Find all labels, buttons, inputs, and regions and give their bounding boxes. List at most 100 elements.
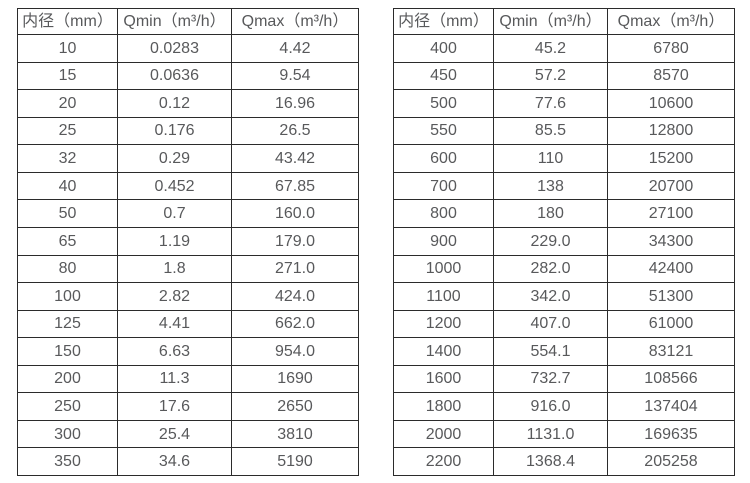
table-row: 1400 554.1 83121 — [393, 337, 735, 366]
table-cell: 1690 — [231, 364, 359, 394]
table-cell: 600 — [393, 144, 494, 173]
table-body: 400 45.2 6780 450 57.2 8570 500 77.6 10600 550 85.… — [393, 34, 735, 476]
header-qmin: Qmin（m³/h） — [493, 8, 608, 35]
header-inner-diameter: 内径（mm） — [393, 8, 494, 35]
table-row: 1800 916.0 137404 — [393, 392, 735, 421]
table-cell: 25.4 — [117, 419, 232, 449]
table-cell: 1131.0 — [493, 419, 608, 449]
table-row: 1000 282.0 42400 — [393, 254, 735, 284]
table-cell: 0.0636 — [117, 61, 232, 91]
table-cell: 282.0 — [493, 254, 608, 284]
table-row: 10 0.0283 4.42 — [17, 34, 359, 63]
table-cell: 0.0283 — [117, 34, 232, 63]
table-cell: 0.7 — [117, 199, 232, 228]
table-row: 900 229.0 34300 — [393, 226, 735, 256]
table-row: 400 45.2 6780 — [393, 34, 735, 63]
table-cell: 1.19 — [117, 226, 232, 256]
table-cell: 40 — [17, 171, 118, 201]
table-cell: 400 — [393, 34, 494, 63]
table-cell: 300 — [17, 419, 118, 449]
table-cell: 80 — [17, 254, 118, 284]
table-cell: 85.5 — [493, 116, 608, 146]
table-cell: 4.42 — [231, 34, 359, 63]
table-cell: 1.8 — [117, 254, 232, 284]
table-row: 500 77.6 10600 — [393, 89, 735, 118]
table-cell: 5190 — [231, 447, 359, 476]
table-cell: 500 — [393, 89, 494, 118]
table-cell: 16.96 — [231, 89, 359, 118]
table-cell: 1400 — [393, 337, 494, 366]
table-cell: 1100 — [393, 282, 494, 311]
table-cell: 1200 — [393, 309, 494, 339]
table-cell: 15200 — [607, 144, 735, 173]
table-cell: 26.5 — [231, 116, 359, 146]
table-cell: 20700 — [607, 171, 735, 201]
table-cell: 700 — [393, 171, 494, 201]
table-cell: 169635 — [607, 419, 735, 449]
table-cell: 11.3 — [117, 364, 232, 394]
table-cell: 45.2 — [493, 34, 608, 63]
table-cell: 1600 — [393, 364, 494, 394]
table-row: 2000 1131.0 169635 — [393, 419, 735, 449]
table-row: 40 0.452 67.85 — [17, 171, 359, 201]
table-row: 100 2.82 424.0 — [17, 282, 359, 311]
table-cell: 83121 — [607, 337, 735, 366]
table-cell: 57.2 — [493, 61, 608, 91]
table-row: 65 1.19 179.0 — [17, 226, 359, 256]
table-cell: 424.0 — [231, 282, 359, 311]
table-row: 2200 1368.4 205258 — [393, 447, 735, 476]
table-cell: 43.42 — [231, 144, 359, 173]
table-cell: 900 — [393, 226, 494, 256]
table-cell: 100 — [17, 282, 118, 311]
table-row: 1100 342.0 51300 — [393, 282, 735, 311]
table-cell: 27100 — [607, 199, 735, 228]
table-cell: 34.6 — [117, 447, 232, 476]
table-cell: 407.0 — [493, 309, 608, 339]
table-cell: 1000 — [393, 254, 494, 284]
table-cell: 125 — [17, 309, 118, 339]
table-cell: 17.6 — [117, 392, 232, 421]
table-row: 450 57.2 8570 — [393, 61, 735, 91]
table-body: 10 0.0283 4.42 15 0.0636 9.54 20 0.12 16.96 25 0.1… — [17, 34, 359, 476]
table-cell: 110 — [493, 144, 608, 173]
table-cell: 32 — [17, 144, 118, 173]
flow-table-large-diameters: 内径（mm） Qmin（m³/h） Qmax（m³/h） 400 45.2 6780… — [393, 8, 735, 476]
table-cell: 180 — [493, 199, 608, 228]
table-cell: 51300 — [607, 282, 735, 311]
table-cell: 954.0 — [231, 337, 359, 366]
table-row: 80 1.8 271.0 — [17, 254, 359, 284]
table-cell: 138 — [493, 171, 608, 201]
header-row: 内径（mm） Qmin（m³/h） Qmax（m³/h） — [17, 8, 359, 35]
table-row: 250 17.6 2650 — [17, 392, 359, 421]
table-row: 600 110 15200 — [393, 144, 735, 173]
table-cell: 229.0 — [493, 226, 608, 256]
table-cell: 10600 — [607, 89, 735, 118]
table-cell: 350 — [17, 447, 118, 476]
table-cell: 0.29 — [117, 144, 232, 173]
table-cell: 137404 — [607, 392, 735, 421]
table-cell: 916.0 — [493, 392, 608, 421]
header-qmax: Qmax（m³/h） — [231, 8, 359, 35]
header-inner-diameter: 内径（mm） — [17, 8, 118, 35]
table-cell: 42400 — [607, 254, 735, 284]
table-cell: 250 — [17, 392, 118, 421]
table-cell: 2.82 — [117, 282, 232, 311]
table-cell: 150 — [17, 337, 118, 366]
flow-table-small-diameters: 内径（mm） Qmin（m³/h） Qmax（m³/h） 10 0.0283 4.4… — [17, 8, 359, 476]
table-cell: 77.6 — [493, 89, 608, 118]
table-cell: 20 — [17, 89, 118, 118]
table-cell: 6780 — [607, 34, 735, 63]
table-row: 200 11.3 1690 — [17, 364, 359, 394]
table-cell: 271.0 — [231, 254, 359, 284]
table-row: 300 25.4 3810 — [17, 419, 359, 449]
header-qmax: Qmax（m³/h） — [607, 8, 735, 35]
table-row: 125 4.41 662.0 — [17, 309, 359, 339]
table-row: 350 34.6 5190 — [17, 447, 359, 476]
table-cell: 160.0 — [231, 199, 359, 228]
table-cell: 1800 — [393, 392, 494, 421]
table-cell: 205258 — [607, 447, 735, 476]
table-cell: 2200 — [393, 447, 494, 476]
table-cell: 450 — [393, 61, 494, 91]
table-row: 800 180 27100 — [393, 199, 735, 228]
